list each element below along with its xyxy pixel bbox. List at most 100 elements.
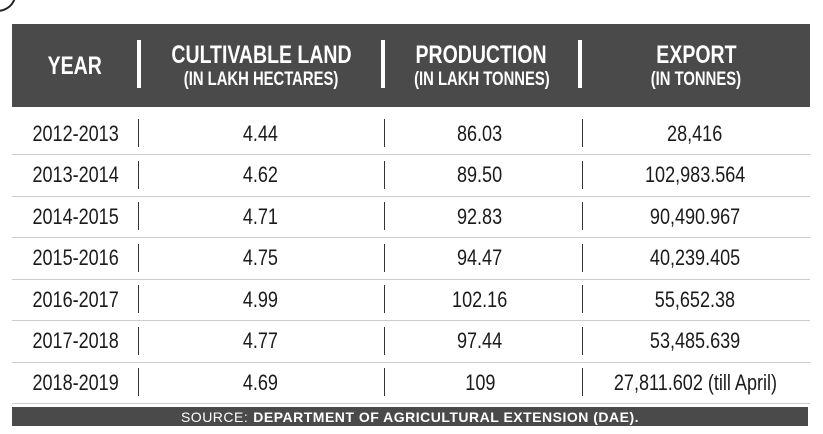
table-cell: 4.77: [140, 321, 380, 362]
table-cell: 53,485.639: [580, 321, 810, 362]
table-header: YEAR CULTIVABLE LAND (IN LAKH HECTARES) …: [12, 24, 810, 107]
cell-text: 2016-2017: [32, 286, 120, 312]
header-subtitle: (IN LAKH HECTARES): [183, 68, 339, 90]
source-value: DEPARTMENT OF AGRICULTURAL EXTENSION (DA…: [253, 408, 640, 425]
table-row: 2014-2015 4.71 92.83 90,490.967: [12, 196, 810, 238]
table-cell: 4.71: [140, 196, 380, 237]
table-row: 2017-2018 4.77 97.44 53,485.639: [12, 321, 810, 363]
table-cell: 2018-2019: [12, 362, 140, 403]
cell-text: 86.03: [457, 120, 503, 146]
cell-text: 2014-2015: [32, 203, 120, 229]
cell-text: 2015-2016: [32, 245, 120, 270]
table-cell: 94.47: [382, 238, 578, 279]
table-cell: 92.83: [382, 196, 578, 237]
cell-text: 4.71: [242, 203, 278, 229]
column-divider: [384, 119, 385, 147]
header-divider: [578, 40, 582, 88]
table-cell: 4.44: [140, 113, 380, 154]
column-divider: [582, 285, 583, 313]
header-cultivable-land: CULTIVABLE LAND (IN LAKH HECTARES): [141, 24, 381, 107]
cell-text: 4.44: [242, 120, 278, 146]
cell-text: 4.75: [242, 245, 278, 270]
cell-text: 28,416: [667, 120, 723, 146]
table-row: 2013-2014 4.62 89.50 102,983.564: [12, 155, 810, 197]
column-divider: [384, 285, 385, 313]
column-divider: [138, 202, 139, 230]
column-divider: [138, 326, 139, 355]
header-subtitle: (IN TONNES): [650, 68, 742, 90]
column-divider: [582, 119, 583, 147]
cell-text: 90,490.967: [649, 203, 741, 229]
column-divider: [384, 160, 385, 189]
header-divider: [381, 40, 385, 88]
table-cell: 90,490.967: [580, 196, 810, 237]
column-divider: [138, 285, 139, 313]
column-divider: [582, 202, 583, 230]
source-bar: SOURCE: DEPARTMENT OF AGRICULTURAL EXTEN…: [12, 407, 808, 426]
header-title: PRODUCTION: [415, 40, 548, 69]
table-cell: 2013-2014: [12, 155, 140, 196]
header-title: CULTIVABLE LAND: [170, 40, 352, 69]
table-cell: 4.69: [140, 362, 380, 403]
column-divider: [582, 326, 583, 355]
table-cell: 97.44: [382, 321, 578, 362]
table-cell: 89.50: [382, 155, 578, 196]
table-row: 2016-2017 4.99 102.16 55,652.38: [12, 279, 810, 321]
column-divider: [582, 160, 583, 189]
table-cell: 4.62: [140, 155, 380, 196]
header-subtitle: (IN LAKH TONNES): [413, 68, 550, 90]
cell-text: 55,652.38: [654, 286, 736, 312]
cell-text: 4.69: [242, 369, 278, 395]
cell-text: 2013-2014: [32, 162, 120, 187]
column-divider: [384, 368, 385, 396]
cell-text: 89.50: [457, 162, 503, 187]
header-export: EXPORT (IN TONNES): [582, 24, 810, 107]
header-title: YEAR: [47, 51, 102, 80]
cell-text: 102.16: [452, 286, 508, 312]
column-divider: [384, 202, 385, 230]
table-cell: 4.99: [140, 279, 380, 320]
table-cell: 86.03: [382, 113, 578, 154]
table-cell: 2012-2013: [12, 113, 140, 154]
cell-text: 4.99: [242, 286, 278, 312]
cell-text: 2012-2013: [32, 120, 120, 146]
source-label: SOURCE:: [180, 408, 249, 425]
header-production: PRODUCTION (IN LAKH TONNES): [385, 24, 578, 107]
column-divider: [582, 368, 583, 396]
table-cell: 4.75: [140, 238, 380, 279]
header-year: YEAR: [12, 24, 137, 107]
column-divider: [384, 326, 385, 355]
table-cell: 27,811.602 (till April): [580, 362, 810, 403]
header-title: EXPORT: [655, 40, 737, 69]
column-divider: [138, 368, 139, 396]
cell-text: 109: [464, 369, 496, 395]
column-divider: [138, 160, 139, 189]
cell-text: 53,485.639: [649, 328, 741, 353]
cell-text: 102,983.564: [644, 162, 746, 187]
cell-text: 27,811.602 (till April): [613, 369, 777, 395]
cell-text: 40,239.405: [649, 245, 741, 270]
table-cell: 102.16: [382, 279, 578, 320]
table-row: 2015-2016 4.75 94.47 40,239.405: [12, 238, 810, 280]
table-cell: 2016-2017: [12, 279, 140, 320]
cell-text: 4.62: [242, 162, 278, 187]
table-row: 2012-2013 4.44 86.03 28,416: [12, 113, 810, 155]
cell-text: 97.44: [457, 328, 503, 353]
cell-text: 2018-2019: [32, 369, 120, 395]
table-row: 2018-2019 4.69 109 27,811.602 (till April): [12, 362, 810, 404]
table-cell: 40,239.405: [580, 238, 810, 279]
corner-circle-decoration: [0, 0, 16, 12]
table-cell: 109: [382, 362, 578, 403]
cell-text: 94.47: [457, 245, 503, 270]
table-cell: 2015-2016: [12, 238, 140, 279]
table-cell: 2017-2018: [12, 321, 140, 362]
cell-text: 92.83: [457, 203, 503, 229]
header-divider: [137, 40, 141, 88]
table-cell: 55,652.38: [580, 279, 810, 320]
column-divider: [582, 243, 583, 272]
column-divider: [138, 243, 139, 272]
cell-text: 2017-2018: [32, 328, 120, 353]
cell-text: 4.77: [242, 328, 278, 353]
table-cell: 2014-2015: [12, 196, 140, 237]
table-cell: 28,416: [580, 113, 810, 154]
